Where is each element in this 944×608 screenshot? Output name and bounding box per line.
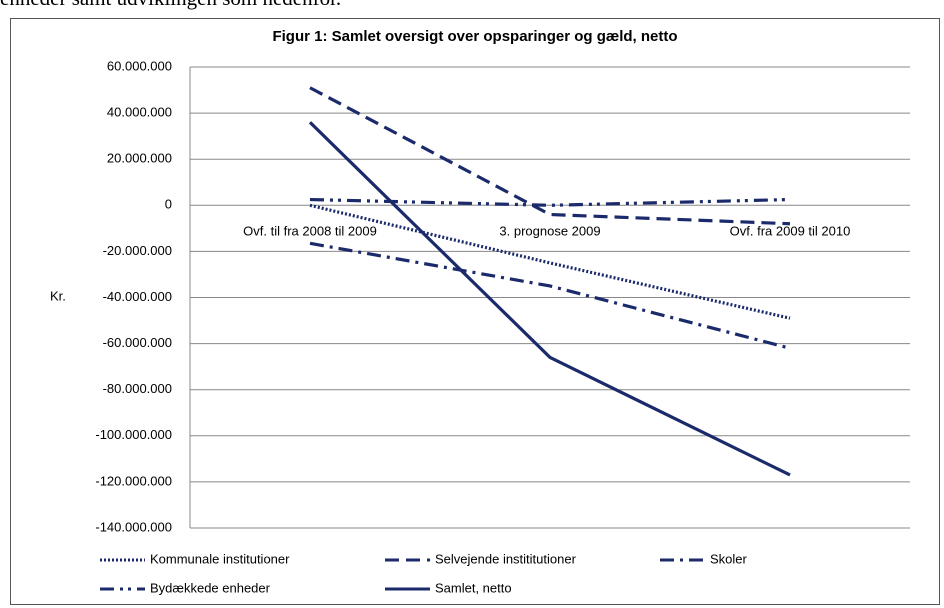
series-line (309, 86, 791, 226)
y-tick-label: 0 (165, 197, 172, 212)
y-tick-label: -80.000.000 (103, 381, 172, 396)
y-tick-label: -120.000.000 (95, 473, 172, 488)
y-tick-label: 40.000.000 (107, 105, 172, 120)
y-tick-label: -100.000.000 (95, 427, 172, 442)
y-tick-label: 60.000.000 (107, 58, 172, 73)
legend-label: Skoler (710, 551, 748, 566)
chart-title: Figur 1: Samlet oversigt over opsparinge… (272, 28, 677, 45)
series-line (309, 197, 791, 207)
y-axis-label: Kr. (50, 288, 66, 303)
series-line (308, 121, 791, 477)
chart-border (10, 18, 940, 605)
x-tick-label: Ovf. til fra 2008 til 2009 (243, 224, 377, 239)
legend-label: Samlet, netto (435, 580, 512, 595)
y-tick-label: -20.000.000 (103, 243, 172, 258)
y-tick-label: 20.000.000 (107, 151, 172, 166)
x-tick-label: Ovf. fra 2009 til 2010 (730, 224, 851, 239)
series-line (309, 241, 791, 350)
legend-label: Kommunale institutioner (150, 551, 290, 566)
legend-label: Selvejende instititutioner (435, 551, 577, 566)
x-tick-label: 3. prognose 2009 (499, 224, 600, 239)
y-tick-label: -60.000.000 (103, 335, 172, 350)
y-tick-label: -140.000.000 (95, 519, 172, 534)
document-text: enheder samt udviklingen som nedenfor. (0, 0, 341, 11)
y-tick-label: -40.000.000 (103, 289, 172, 304)
legend-label: Bydækkede enheder (150, 580, 271, 595)
series-line (309, 203, 791, 320)
